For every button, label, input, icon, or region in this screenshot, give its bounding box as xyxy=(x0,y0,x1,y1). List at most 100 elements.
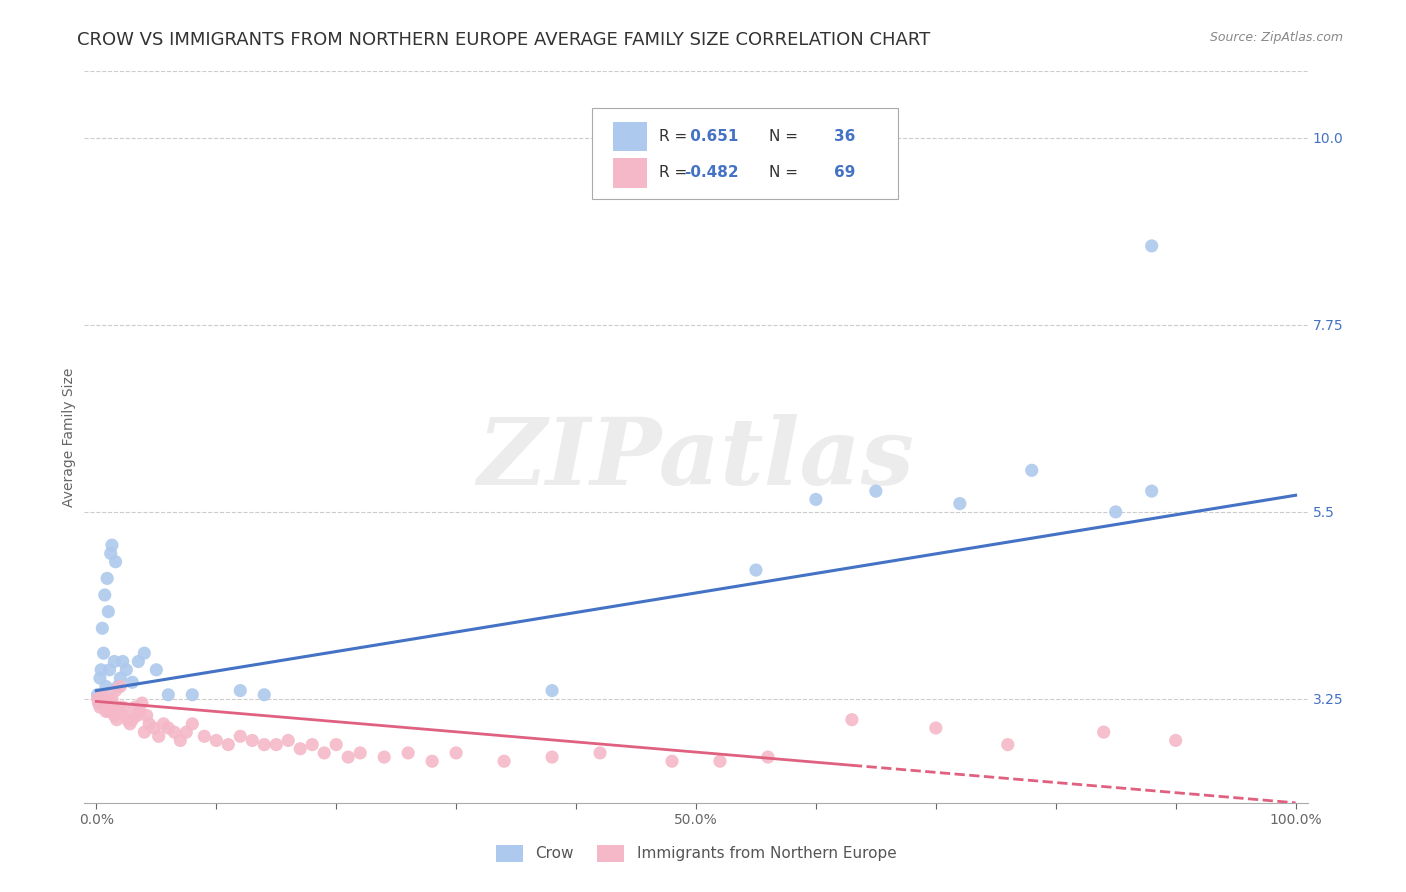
Point xyxy=(118,716,141,731)
Point xyxy=(541,683,564,698)
Point xyxy=(111,655,134,669)
Point xyxy=(301,738,323,752)
Point xyxy=(128,705,150,719)
Point xyxy=(121,675,143,690)
Point xyxy=(253,738,276,752)
Point xyxy=(87,696,110,710)
Text: CROW VS IMMIGRANTS FROM NORTHERN EUROPE AVERAGE FAMILY SIZE CORRELATION CHART: CROW VS IMMIGRANTS FROM NORTHERN EUROPE … xyxy=(77,31,931,49)
Point xyxy=(325,738,347,752)
Point xyxy=(925,721,948,735)
Point xyxy=(1021,463,1043,477)
Point xyxy=(138,716,160,731)
Point xyxy=(105,713,128,727)
Text: N =: N = xyxy=(769,166,799,180)
Point xyxy=(97,605,120,619)
Point xyxy=(169,733,191,747)
Point xyxy=(108,700,131,714)
Point xyxy=(142,721,165,735)
Y-axis label: Average Family Size: Average Family Size xyxy=(62,368,76,507)
Point xyxy=(96,571,118,585)
Point xyxy=(94,705,117,719)
Point xyxy=(115,663,138,677)
Point xyxy=(337,750,360,764)
Point xyxy=(420,754,443,768)
Point xyxy=(90,663,112,677)
FancyBboxPatch shape xyxy=(613,159,647,187)
Point xyxy=(86,688,108,702)
Point xyxy=(541,750,564,764)
Point xyxy=(96,692,118,706)
Text: -0.482: -0.482 xyxy=(685,166,738,180)
Point xyxy=(157,688,180,702)
Point xyxy=(91,621,114,635)
Point xyxy=(101,538,124,552)
Point xyxy=(107,705,129,719)
Point xyxy=(181,716,204,731)
Point xyxy=(127,655,149,669)
Point xyxy=(865,484,887,499)
Point xyxy=(277,733,299,747)
Point xyxy=(98,700,121,714)
Point xyxy=(97,705,120,719)
Point xyxy=(135,708,157,723)
Point xyxy=(1105,505,1128,519)
Point xyxy=(110,680,132,694)
Point xyxy=(1140,484,1163,499)
Text: 0.651: 0.651 xyxy=(685,129,738,145)
Point xyxy=(93,588,117,602)
Point xyxy=(841,713,863,727)
Point xyxy=(100,696,122,710)
Point xyxy=(396,746,419,760)
Point xyxy=(1092,725,1115,739)
Point xyxy=(240,733,263,747)
Point xyxy=(589,746,612,760)
Point xyxy=(494,754,516,768)
Point xyxy=(121,713,143,727)
Point xyxy=(93,700,117,714)
Point xyxy=(264,738,287,752)
Point xyxy=(217,738,239,752)
Point xyxy=(163,725,186,739)
Point xyxy=(152,716,174,731)
Point xyxy=(349,746,371,760)
Point xyxy=(373,750,395,764)
Point xyxy=(709,754,731,768)
Point xyxy=(91,688,114,702)
FancyBboxPatch shape xyxy=(592,108,898,200)
Point xyxy=(174,725,197,739)
Point xyxy=(745,563,768,577)
Point xyxy=(104,555,127,569)
Point xyxy=(103,708,125,723)
Point xyxy=(103,655,125,669)
Point xyxy=(117,713,139,727)
Text: N =: N = xyxy=(769,129,799,145)
Text: Source: ZipAtlas.com: Source: ZipAtlas.com xyxy=(1209,31,1343,45)
Point xyxy=(101,692,124,706)
Point xyxy=(314,746,336,760)
Point xyxy=(104,683,127,698)
Point xyxy=(86,692,108,706)
Legend: Crow, Immigrants from Northern Europe: Crow, Immigrants from Northern Europe xyxy=(489,838,903,868)
Point xyxy=(804,492,827,507)
Point xyxy=(1140,239,1163,253)
Text: R =: R = xyxy=(659,129,688,145)
Text: 69: 69 xyxy=(834,166,855,180)
Point xyxy=(101,705,124,719)
Point xyxy=(661,754,683,768)
Point xyxy=(107,680,129,694)
FancyBboxPatch shape xyxy=(613,122,647,152)
Text: R =: R = xyxy=(659,166,688,180)
Point xyxy=(94,680,117,694)
Point xyxy=(997,738,1019,752)
Point xyxy=(444,746,467,760)
Point xyxy=(145,663,167,677)
Point xyxy=(148,729,170,743)
Point xyxy=(111,700,134,714)
Point xyxy=(87,696,110,710)
Text: ZIPatlas: ZIPatlas xyxy=(478,414,914,504)
Text: 36: 36 xyxy=(834,129,855,145)
Point xyxy=(229,729,252,743)
Point xyxy=(114,708,136,723)
Point xyxy=(93,696,115,710)
Point xyxy=(131,696,153,710)
